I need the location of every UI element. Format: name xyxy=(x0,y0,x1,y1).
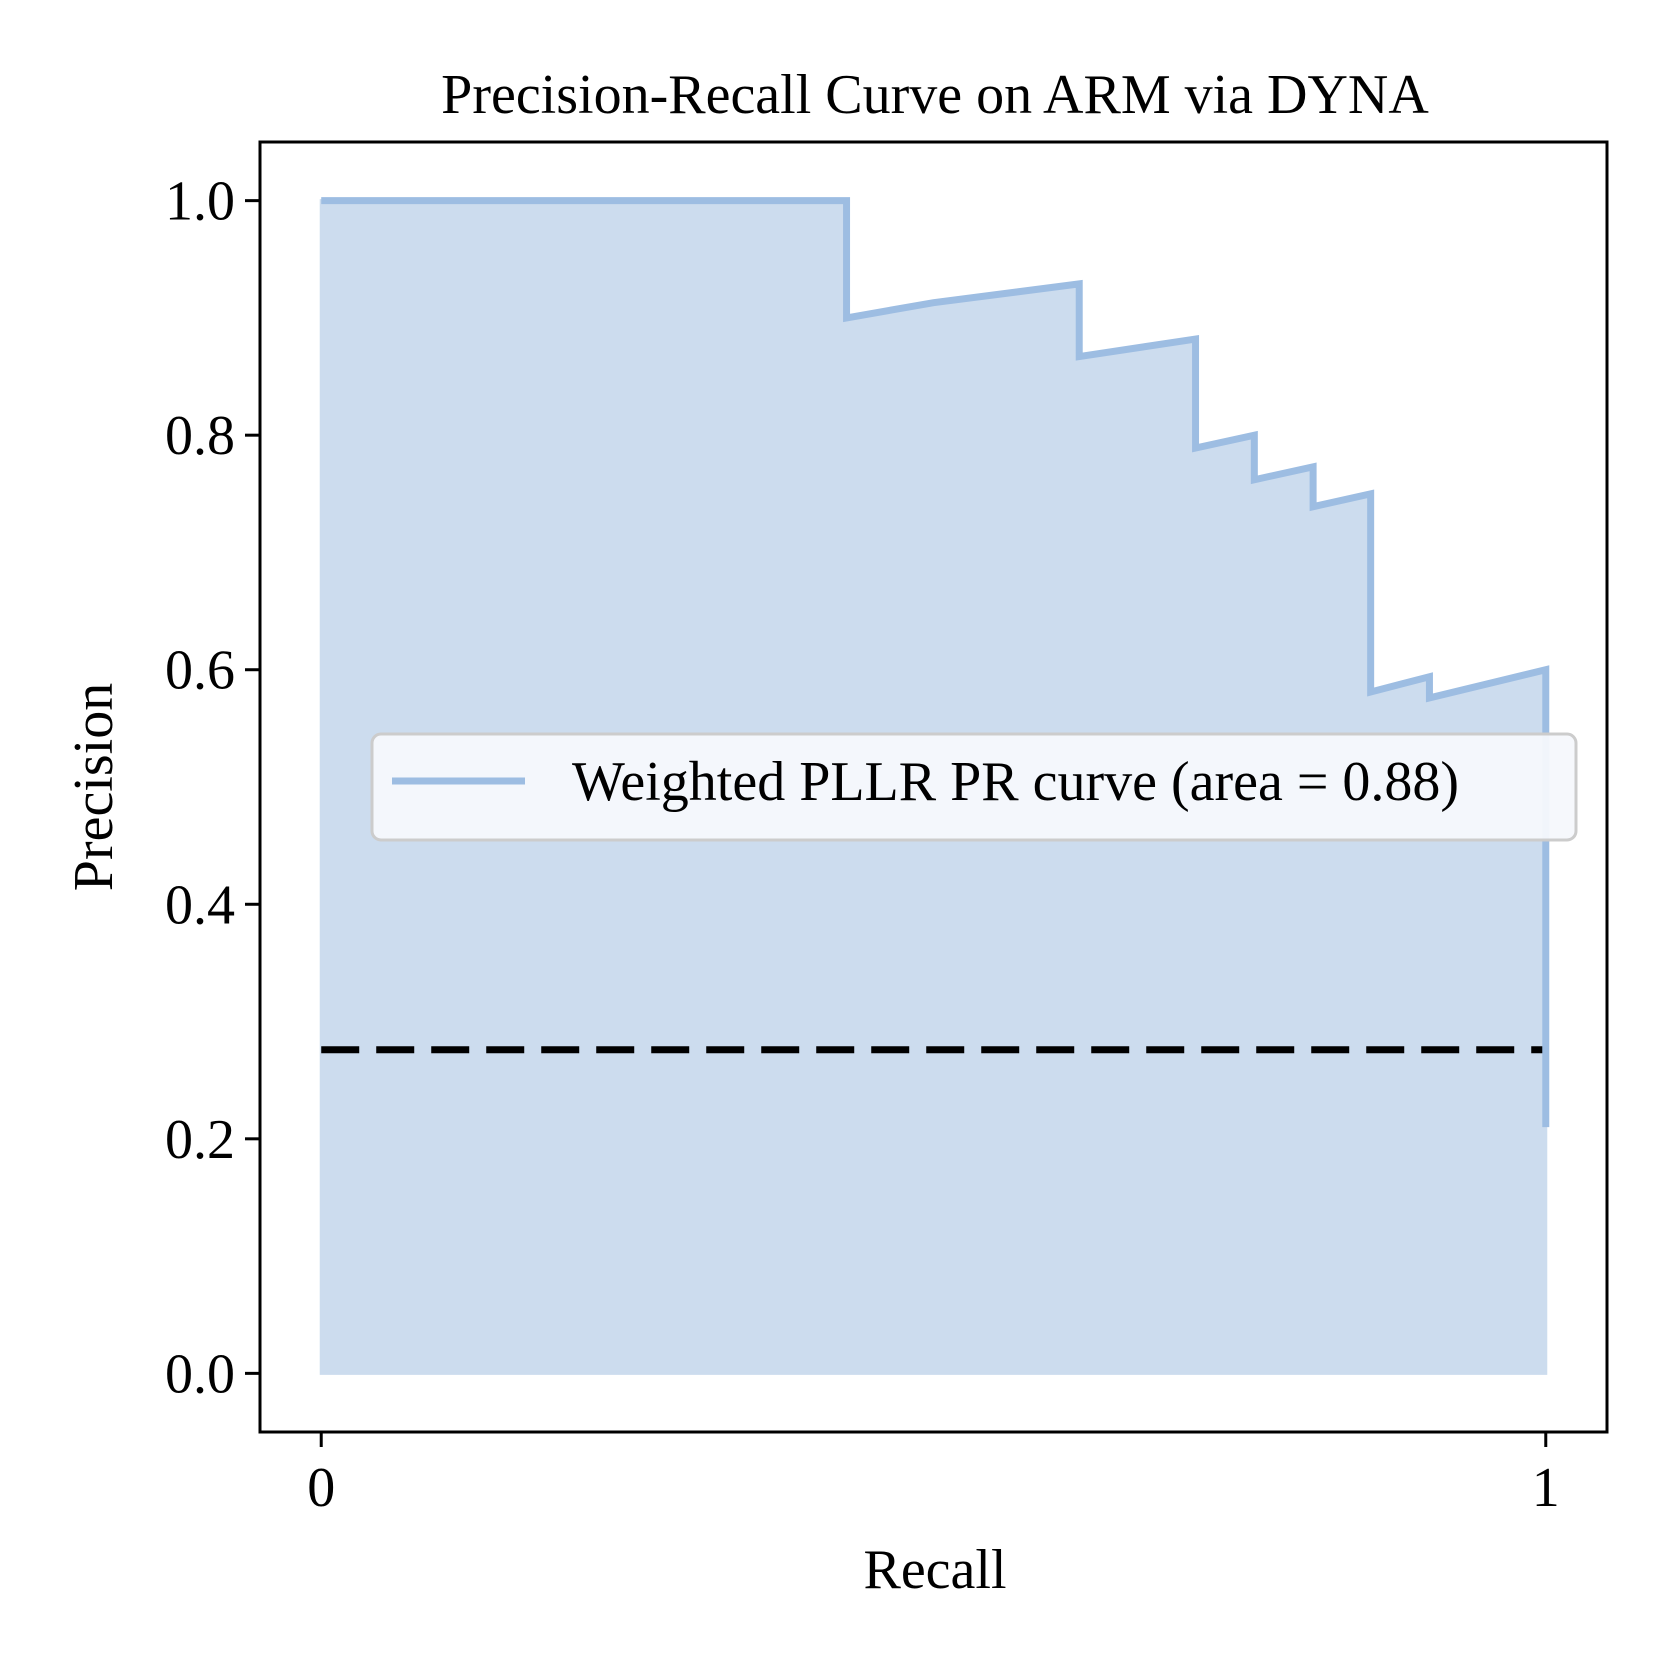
legend-label: Weighted PLLR PR curve (area = 0.88) xyxy=(572,751,1459,813)
x-axis-label: Recall xyxy=(863,1539,1006,1601)
y-axis-label: Precision xyxy=(63,683,125,891)
y-tick-label: 0.8 xyxy=(165,405,235,467)
y-tick-label: 0.2 xyxy=(165,1109,235,1171)
chart-title: Precision-Recall Curve on ARM via DYNA xyxy=(441,64,1429,126)
pr-curve-line xyxy=(321,197,1550,1128)
y-tick-label: 1.0 xyxy=(165,171,235,233)
x-tick-label: 0 xyxy=(307,1457,335,1519)
y-tick-label: 0.6 xyxy=(165,640,235,702)
y-tick-label: 0.0 xyxy=(165,1343,235,1405)
legend: Weighted PLLR PR curve (area = 0.88) xyxy=(370,732,1578,842)
legend-box xyxy=(370,732,1578,842)
y-tick-label: 0.4 xyxy=(165,874,235,936)
x-tick-label: 1 xyxy=(1532,1457,1560,1519)
y-axis: 0.0 0.2 0.4 0.6 0.8 1.0 xyxy=(165,171,260,1405)
plot-frame xyxy=(258,140,1609,1434)
